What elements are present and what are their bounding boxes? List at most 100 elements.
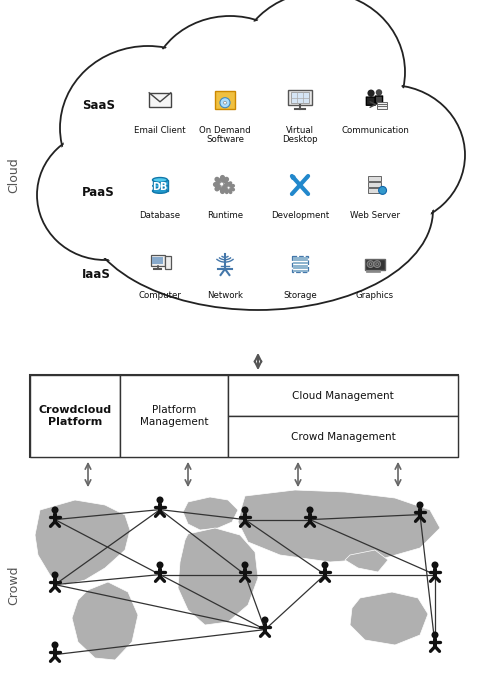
Text: Software: Software [206, 135, 244, 144]
Ellipse shape [235, 0, 405, 152]
Ellipse shape [85, 112, 431, 308]
Circle shape [431, 632, 439, 638]
Bar [293, 270, 307, 271]
Bar [377, 102, 387, 109]
Circle shape [227, 186, 230, 189]
Text: Email Client: Email Client [134, 126, 186, 135]
Text: PaaS: PaaS [82, 186, 115, 199]
Polygon shape [345, 550, 388, 572]
Polygon shape [178, 528, 258, 625]
Bar [288, 90, 312, 105]
Text: DB: DB [152, 182, 168, 192]
Polygon shape [183, 497, 238, 530]
Ellipse shape [152, 188, 167, 193]
Bar [165, 256, 171, 269]
Bar [368, 176, 381, 181]
Bar [149, 92, 171, 107]
Circle shape [157, 562, 163, 569]
Bar [293, 257, 307, 258]
Circle shape [51, 506, 59, 514]
Bar [152, 257, 163, 264]
Ellipse shape [152, 18, 308, 158]
Text: Network: Network [207, 291, 243, 300]
Text: Development: Development [271, 211, 329, 220]
Circle shape [262, 616, 268, 623]
Bar [292, 256, 307, 272]
Circle shape [224, 184, 233, 192]
Text: Storage: Storage [283, 291, 317, 300]
Text: On Demand: On Demand [199, 126, 251, 135]
Bar [151, 255, 164, 266]
Bar [365, 259, 385, 269]
Bar [293, 267, 307, 268]
Circle shape [379, 186, 386, 195]
Ellipse shape [60, 46, 236, 210]
Circle shape [374, 261, 381, 268]
Text: IaaS: IaaS [82, 268, 111, 280]
Ellipse shape [37, 130, 173, 260]
Bar [368, 182, 381, 187]
Circle shape [291, 175, 296, 180]
Text: Runtime: Runtime [207, 211, 243, 220]
Circle shape [220, 182, 224, 186]
Circle shape [220, 98, 230, 108]
Polygon shape [35, 500, 130, 585]
Text: Web Server: Web Server [350, 211, 400, 220]
Circle shape [224, 101, 226, 104]
Text: Cloud: Cloud [7, 157, 20, 193]
Text: Crowd Management: Crowd Management [291, 432, 395, 442]
Bar [293, 264, 307, 266]
Circle shape [51, 571, 59, 579]
Text: Crowd: Crowd [7, 565, 20, 605]
Circle shape [431, 562, 439, 569]
Circle shape [242, 562, 248, 569]
Bar [228, 375, 458, 416]
Text: Database: Database [140, 211, 181, 220]
Text: Desktop: Desktop [282, 135, 318, 144]
Circle shape [416, 501, 424, 508]
Bar [120, 375, 228, 457]
Circle shape [216, 179, 227, 190]
Circle shape [367, 90, 375, 97]
Circle shape [242, 506, 248, 514]
Text: Virtual: Virtual [286, 126, 314, 135]
Ellipse shape [83, 110, 433, 310]
Circle shape [322, 562, 328, 569]
Bar [228, 416, 458, 457]
Circle shape [376, 263, 378, 265]
Bar [30, 375, 120, 457]
Text: Cloud Management: Cloud Management [292, 390, 394, 401]
Text: Communication: Communication [341, 126, 409, 135]
Ellipse shape [152, 184, 167, 188]
Bar [368, 188, 381, 193]
Ellipse shape [62, 48, 234, 208]
Bar [291, 92, 309, 103]
Bar [32, 492, 460, 682]
Circle shape [369, 263, 372, 265]
Circle shape [367, 261, 374, 268]
Ellipse shape [39, 132, 171, 258]
Polygon shape [350, 592, 428, 645]
Polygon shape [238, 490, 440, 562]
Circle shape [376, 89, 382, 96]
Bar [30, 375, 458, 457]
Bar [293, 262, 307, 263]
Circle shape [306, 506, 313, 514]
Ellipse shape [317, 87, 463, 223]
Bar [215, 91, 235, 109]
FancyBboxPatch shape [366, 97, 375, 105]
Text: Graphics: Graphics [356, 291, 394, 300]
Bar [152, 180, 167, 191]
Ellipse shape [237, 0, 403, 150]
Ellipse shape [152, 177, 167, 182]
Ellipse shape [150, 16, 310, 160]
Polygon shape [72, 582, 138, 660]
Text: Computer: Computer [139, 291, 182, 300]
Text: Platform
Management: Platform Management [140, 406, 208, 427]
Circle shape [157, 497, 163, 503]
Ellipse shape [315, 85, 465, 225]
Text: Crowdcloud
Platform: Crowdcloud Platform [39, 406, 112, 427]
Circle shape [51, 641, 59, 649]
Bar [366, 269, 380, 272]
FancyBboxPatch shape [375, 96, 383, 103]
